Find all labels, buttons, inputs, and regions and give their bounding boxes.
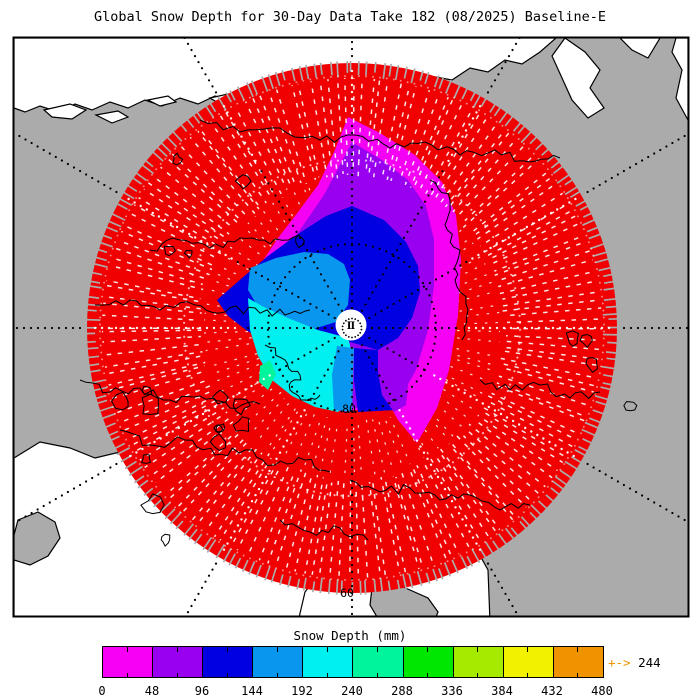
snow-region-dodger-s [332, 346, 354, 412]
colorbar-segment [403, 647, 454, 677]
scan-texture-outer [85, 60, 619, 595]
colorbar-minor-tick [127, 647, 129, 652]
colorbar-minor-tick [527, 673, 529, 678]
map-frame [12, 36, 690, 618]
colorbar-segment [553, 647, 603, 677]
colorbar-minor-tick [427, 647, 429, 652]
colorbar-segment [353, 647, 404, 677]
colorbar-minor-tick [277, 673, 279, 678]
colorbar-tick-label: 240 [341, 684, 363, 698]
colorbar-minor-tick [327, 673, 329, 678]
colorbar-segment [153, 647, 204, 677]
colorbar-tick-label: 432 [541, 684, 563, 698]
colorbar-title: Snow Depth (mm) [293, 628, 407, 643]
colorbar-minor-tick [277, 647, 279, 652]
graticule-disk [93, 69, 611, 602]
lat-80-label: 80 [342, 402, 356, 416]
colorbar-minor-tick [327, 647, 329, 652]
snow-depth-regions [217, 117, 461, 443]
colorbar-minor-tick [527, 647, 529, 652]
colorbar-minor-tick [377, 647, 379, 652]
colorbar-tick-label: 192 [291, 684, 313, 698]
colorbar-minor-tick [477, 647, 479, 652]
colorbar-overflow: +-> 244 [608, 655, 661, 670]
colorbar-minor-tick [177, 673, 179, 678]
colorbar-segment [303, 647, 354, 677]
plot-title: Global Snow Depth for 30-Day Data Take 1… [93, 9, 607, 25]
colorbar-tick-label: 288 [391, 684, 413, 698]
colorbar-minor-tick [227, 673, 229, 678]
colorbar-tick-label: 336 [441, 684, 463, 698]
colorbar-segment [253, 647, 304, 677]
colorbar-tick-label: 48 [144, 684, 160, 698]
pole-symbol: Ⅱ [347, 321, 355, 332]
overflow-value: 244 [638, 655, 661, 670]
lat-60-label: 60 [340, 586, 354, 600]
colorbar-minor-tick [577, 673, 579, 678]
colorbar-tick-label: 480 [591, 684, 613, 698]
coastlines [79, 119, 638, 547]
colorbar-minor-tick [477, 673, 479, 678]
colorbar-minor-tick [227, 647, 229, 652]
snow-region-dodger [248, 252, 350, 330]
colorbar-tick-label: 144 [241, 684, 263, 698]
pole-graticule-ring [341, 317, 363, 339]
colorbar-minor-tick [377, 673, 379, 678]
colorbar-segment [203, 647, 254, 677]
colorbar-tick-label: 96 [194, 684, 210, 698]
colorbar-segment [103, 647, 154, 677]
snow-region-cyan [248, 298, 352, 412]
overflow-arrow-icon: +-> [608, 655, 631, 670]
colorbar-minor-tick [577, 647, 579, 652]
colorbar-segment [453, 647, 504, 677]
colorbar-tick-label: 384 [491, 684, 513, 698]
colorbar-minor-tick [127, 673, 129, 678]
colorbar-tick-label: 0 [98, 684, 106, 698]
colorbar-segment [503, 647, 554, 677]
colorbar [102, 646, 604, 678]
colorbar-minor-tick [427, 673, 429, 678]
snow-region-green [259, 360, 276, 390]
colorbar-minor-tick [177, 647, 179, 652]
